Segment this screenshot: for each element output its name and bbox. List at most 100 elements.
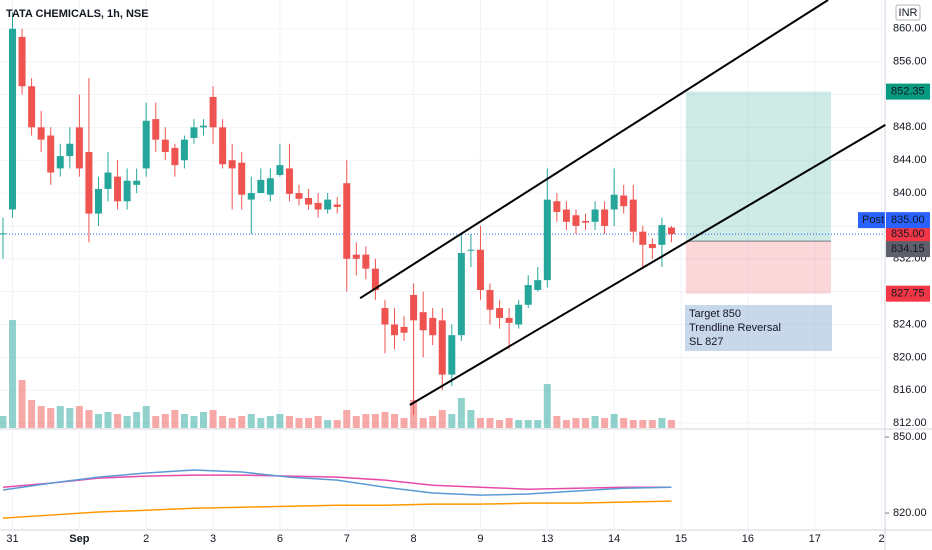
candle-body bbox=[543, 199, 551, 281]
candle-body bbox=[152, 119, 160, 140]
volume-bar bbox=[658, 418, 666, 428]
volume-bar bbox=[534, 420, 542, 428]
volume-bar bbox=[305, 418, 313, 428]
volume-bar bbox=[247, 414, 255, 428]
candle-body bbox=[400, 326, 408, 333]
volume-bar bbox=[476, 418, 484, 428]
candle-body bbox=[476, 249, 484, 290]
candle-body bbox=[9, 28, 17, 210]
note-box bbox=[685, 305, 832, 351]
volume-bar bbox=[104, 412, 112, 428]
volume-bar bbox=[343, 410, 351, 428]
candle-body bbox=[276, 165, 284, 175]
volume-bar bbox=[171, 410, 179, 428]
currency: INR bbox=[899, 7, 918, 19]
target-zone bbox=[685, 91, 831, 242]
x-tick-label: 6 bbox=[277, 533, 283, 545]
x-tick-label: 3 bbox=[210, 533, 216, 545]
candle-body bbox=[486, 289, 494, 310]
candle-body bbox=[639, 231, 647, 245]
candle-body bbox=[562, 209, 570, 222]
volume-bar bbox=[219, 416, 227, 428]
candle-body bbox=[620, 195, 628, 207]
x-tick-label: 9 bbox=[477, 533, 483, 545]
candle-body bbox=[429, 317, 437, 336]
candle-body bbox=[629, 199, 637, 232]
y-tick-label: 824.00 bbox=[893, 318, 927, 330]
candle-body bbox=[457, 253, 465, 336]
volume-bar bbox=[486, 418, 494, 428]
volume-bar bbox=[123, 416, 131, 428]
candle-body bbox=[238, 162, 246, 195]
volume-bar bbox=[381, 412, 389, 428]
candle-body bbox=[467, 249, 475, 251]
volume-bar bbox=[543, 384, 551, 428]
volume-bar bbox=[257, 418, 265, 428]
y-tick-label: 848.00 bbox=[893, 121, 927, 133]
y-tick-label: 820.00 bbox=[893, 351, 927, 363]
volume-bar bbox=[209, 410, 217, 428]
last-price-label: 835.00 bbox=[891, 228, 925, 240]
volume-bar bbox=[285, 416, 293, 428]
x-tick-label: 2 bbox=[143, 533, 149, 545]
volume-bar bbox=[438, 410, 446, 428]
candle-body bbox=[219, 127, 227, 165]
volume-bar bbox=[28, 400, 36, 428]
y-tick-label: 856.00 bbox=[893, 56, 927, 68]
candle-body bbox=[324, 199, 332, 210]
volume-bar bbox=[18, 380, 26, 428]
note-text: Target 850 bbox=[689, 308, 741, 320]
volume-bar bbox=[362, 414, 370, 428]
volume-bar bbox=[553, 416, 561, 428]
volume-bar bbox=[601, 418, 609, 428]
volume-bar bbox=[0, 416, 7, 428]
post-price-label: 835.00 bbox=[891, 214, 925, 226]
trendline bbox=[409, 124, 886, 406]
indicator-line bbox=[2, 474, 672, 490]
candle-body bbox=[505, 317, 513, 323]
volume-bar bbox=[314, 416, 322, 428]
x-tick-label: 2 bbox=[878, 533, 884, 545]
volume-bar bbox=[648, 420, 656, 428]
x-tick-label: 15 bbox=[675, 533, 687, 545]
y2-tick-label: 850.00 bbox=[893, 431, 927, 443]
candle-body bbox=[591, 209, 599, 222]
indicator-line bbox=[2, 500, 672, 519]
volume-bar bbox=[238, 416, 246, 428]
volume-bar bbox=[352, 416, 360, 428]
candle-body bbox=[123, 180, 131, 202]
candle-body bbox=[391, 324, 399, 336]
x-tick-label: 8 bbox=[411, 533, 417, 545]
volume-bar bbox=[639, 420, 647, 428]
x-tick-label: 31 bbox=[6, 533, 18, 545]
candle-body bbox=[648, 243, 656, 249]
candle-body bbox=[601, 209, 609, 226]
volume-bar bbox=[85, 410, 93, 428]
candle-body bbox=[180, 139, 188, 161]
post-name: Post bbox=[862, 214, 884, 226]
candle-body bbox=[534, 280, 542, 290]
stop-zone bbox=[685, 241, 831, 294]
volume-bar bbox=[56, 406, 64, 428]
candle-body bbox=[171, 147, 179, 166]
stop-label-bg bbox=[886, 285, 930, 302]
candle-body bbox=[515, 304, 523, 325]
stop-label: 827.75 bbox=[891, 288, 925, 300]
volume-bar bbox=[667, 420, 675, 428]
volume-bar bbox=[200, 412, 208, 428]
volume-bar bbox=[572, 418, 580, 428]
volume-bar bbox=[582, 418, 590, 428]
candle-body bbox=[114, 176, 122, 202]
y-tick-label: 816.00 bbox=[893, 384, 927, 396]
x-tick-label: 17 bbox=[809, 533, 821, 545]
volume-bar bbox=[180, 414, 188, 428]
x-tick-label: 13 bbox=[541, 533, 553, 545]
volume-bar bbox=[333, 420, 341, 428]
candle-body bbox=[257, 179, 265, 194]
volume-bar bbox=[371, 414, 379, 428]
candle-body bbox=[94, 188, 102, 214]
candle-body bbox=[28, 86, 36, 128]
volume-bar bbox=[524, 420, 532, 428]
candle-body bbox=[18, 36, 26, 87]
volume-bar bbox=[190, 416, 198, 428]
